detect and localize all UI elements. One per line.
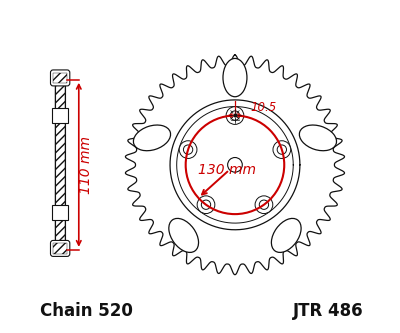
- Circle shape: [273, 141, 291, 159]
- Text: 10.5: 10.5: [250, 101, 276, 114]
- FancyBboxPatch shape: [50, 70, 70, 86]
- Bar: [52, 205, 68, 220]
- Text: Chain 520: Chain 520: [40, 302, 133, 320]
- Circle shape: [179, 141, 197, 159]
- Polygon shape: [170, 100, 300, 230]
- Circle shape: [201, 200, 211, 209]
- Circle shape: [259, 200, 268, 209]
- Ellipse shape: [169, 218, 198, 252]
- Bar: [52, 108, 68, 123]
- FancyBboxPatch shape: [50, 240, 70, 256]
- Circle shape: [197, 196, 215, 213]
- Ellipse shape: [299, 125, 336, 151]
- Ellipse shape: [271, 218, 301, 252]
- Circle shape: [230, 111, 240, 120]
- Circle shape: [255, 196, 273, 213]
- Circle shape: [184, 145, 193, 154]
- Text: 130 mm: 130 mm: [198, 164, 256, 177]
- Polygon shape: [125, 55, 344, 275]
- Circle shape: [226, 107, 244, 125]
- Ellipse shape: [223, 59, 247, 97]
- Circle shape: [228, 158, 242, 172]
- Bar: [53, 73, 67, 83]
- Text: JTR 486: JTR 486: [292, 302, 363, 320]
- Bar: [53, 243, 67, 254]
- Circle shape: [277, 145, 286, 154]
- Text: 110 mm: 110 mm: [79, 136, 93, 194]
- Bar: [55, 83, 65, 243]
- Bar: [55, 83, 65, 243]
- Ellipse shape: [134, 125, 170, 151]
